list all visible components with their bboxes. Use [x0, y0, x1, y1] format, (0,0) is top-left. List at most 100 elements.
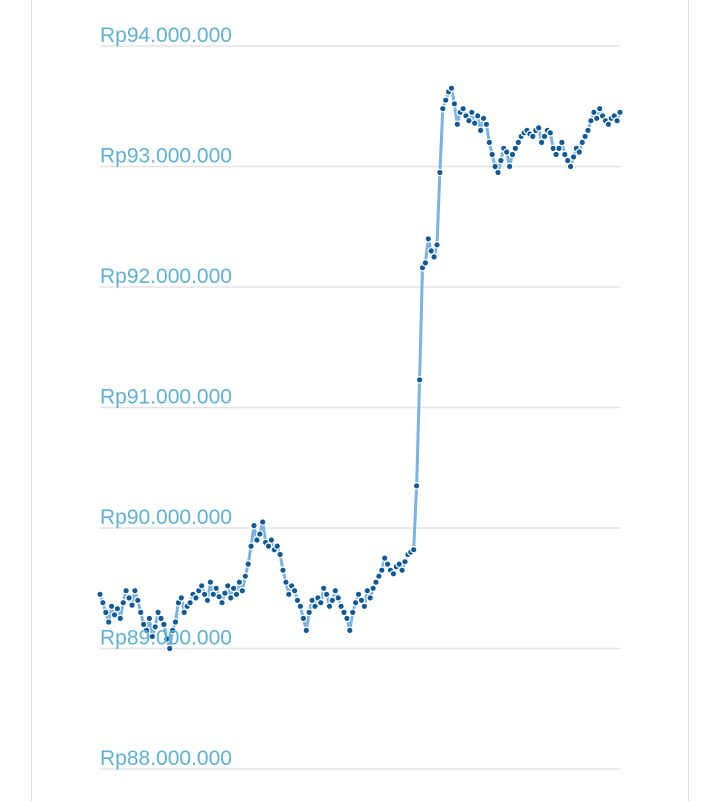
- data-point: [136, 608, 145, 617]
- data-point: [415, 375, 424, 384]
- data-point: [357, 596, 366, 605]
- series-line-path: [98, 86, 622, 650]
- data-point: [578, 138, 587, 147]
- data-point: [148, 632, 157, 641]
- data-point: [165, 644, 174, 653]
- data-point: [360, 602, 369, 611]
- data-point: [296, 602, 305, 611]
- data-point: [113, 604, 122, 613]
- data-point: [345, 626, 354, 635]
- data-point: [316, 598, 325, 607]
- data-point: [119, 598, 128, 607]
- data-point: [302, 626, 311, 635]
- data-point: [430, 253, 438, 261]
- data-point: [447, 84, 456, 93]
- data-point: [616, 108, 624, 117]
- data-point: [180, 608, 189, 617]
- data-point: [221, 589, 229, 597]
- data-point: [200, 590, 209, 599]
- data-point: [534, 124, 543, 132]
- data-point: [569, 153, 578, 161]
- data-point: [255, 530, 264, 538]
- data-point: [212, 584, 221, 593]
- data-point: [558, 138, 566, 147]
- data-point: [325, 602, 334, 611]
- data-point: [232, 590, 241, 599]
- data-point: [436, 168, 444, 177]
- data-point: [508, 150, 517, 159]
- data-point: [215, 592, 223, 601]
- data-point: [160, 620, 168, 629]
- data-point: [383, 560, 392, 568]
- data-point: [450, 100, 459, 108]
- data-point: [145, 614, 154, 623]
- data-point: [206, 578, 215, 587]
- data-point: [229, 584, 238, 593]
- data-point: [192, 594, 200, 602]
- data-point: [482, 120, 491, 129]
- panel-left-border: [31, 0, 32, 801]
- data-point: [511, 144, 520, 153]
- y-tick-label: Rp88.000.000: [100, 747, 232, 770]
- data-point: [293, 596, 302, 605]
- data-point: [566, 162, 575, 171]
- data-point: [491, 162, 499, 171]
- data-point: [128, 601, 136, 609]
- data-point: [238, 586, 247, 595]
- data-point: [581, 132, 589, 141]
- data-point: [476, 126, 485, 135]
- data-point: [253, 536, 261, 544]
- data-point: [438, 104, 447, 113]
- data-point: [604, 120, 613, 129]
- data-point: [99, 598, 107, 607]
- data-point: [560, 150, 569, 159]
- data-point: [467, 108, 476, 117]
- y-tick-label: Rp94.000.000: [100, 24, 232, 47]
- data-point: [528, 132, 537, 141]
- series-line: [98, 86, 622, 650]
- data-point: [470, 119, 479, 127]
- data-point: [331, 586, 340, 595]
- panel-right-border: [688, 0, 689, 801]
- data-point: [497, 156, 505, 165]
- data-point: [372, 578, 380, 587]
- data-point: [267, 536, 276, 544]
- data-point: [575, 148, 584, 156]
- data-point: [375, 572, 383, 581]
- data-point: [479, 114, 488, 123]
- data-point: [433, 241, 441, 249]
- data-point: [244, 560, 253, 568]
- data-point: [389, 569, 398, 578]
- data-point: [311, 602, 319, 611]
- data-point: [290, 586, 299, 595]
- data-point: [354, 590, 363, 599]
- data-point: [337, 602, 345, 611]
- data-point: [157, 614, 165, 623]
- data-point: [546, 129, 555, 137]
- data-point: [366, 594, 375, 602]
- data-point: [279, 566, 287, 575]
- data-point: [163, 635, 171, 643]
- data-point: [139, 620, 148, 629]
- data-point: [96, 590, 104, 599]
- data-point: [380, 554, 389, 562]
- data-point: [226, 594, 235, 602]
- data-point: [264, 542, 273, 550]
- data-point: [537, 138, 546, 147]
- data-point: [186, 598, 194, 607]
- data-point: [398, 566, 406, 575]
- data-point: [305, 608, 314, 617]
- data-point: [590, 108, 598, 117]
- data-point: [131, 586, 139, 595]
- y-axis-labels: Rp94.000.000 Rp93.000.000 Rp92.000.000 Rp91…: [100, 24, 232, 770]
- y-tick-label: Rp89.000.000: [100, 627, 232, 650]
- data-point: [343, 614, 351, 623]
- data-point: [273, 542, 282, 550]
- y-tick-label: Rp92.000.000: [100, 265, 232, 288]
- data-point: [104, 618, 113, 626]
- data-point: [552, 150, 560, 159]
- data-point: [441, 96, 450, 105]
- data-point: [171, 618, 180, 626]
- data-point: [322, 590, 331, 599]
